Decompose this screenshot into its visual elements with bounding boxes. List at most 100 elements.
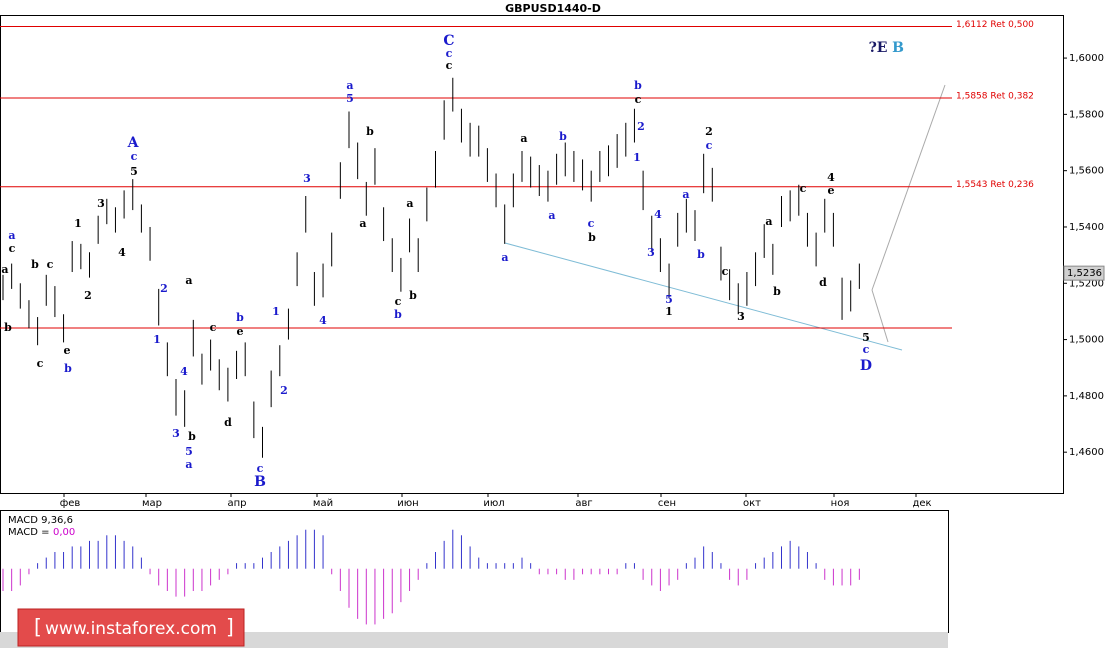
y-tick-label: 1,5400 <box>1069 222 1104 233</box>
wave-label: c <box>37 357 44 370</box>
wave-label: c <box>9 242 16 255</box>
channel-line <box>871 84 946 291</box>
wave-label: a <box>682 188 689 201</box>
wave-label: 2 <box>280 384 288 397</box>
retracement-label: 1,6112 Ret 0,500 <box>956 20 1034 30</box>
retracement-label: 1,5543 Ret 0,236 <box>956 180 1034 190</box>
wave-label: d <box>224 416 232 429</box>
wave-label: b <box>588 231 596 244</box>
wave-label: b <box>64 362 72 375</box>
wave-label: 1 <box>633 151 641 164</box>
wave-label: c <box>47 258 54 271</box>
wave-label: 4 <box>118 246 126 259</box>
x-tick-label: июл <box>483 498 504 509</box>
wave-label: 3 <box>172 427 180 440</box>
x-tick-label: сен <box>658 498 676 509</box>
wave-label: a <box>185 274 192 287</box>
wave-label: a <box>1 263 8 276</box>
wave-label: b <box>559 130 567 143</box>
wave-label: 2 <box>637 120 645 133</box>
wave-label: c <box>706 139 713 152</box>
wave-label: C <box>443 33 454 49</box>
wave-label: 1 <box>272 305 280 318</box>
watermark-text: www.instaforex.com <box>45 619 217 639</box>
wave-label: b <box>697 248 705 261</box>
wave-label: e <box>64 344 71 357</box>
trend-line <box>504 242 903 351</box>
watermark-box <box>17 608 245 647</box>
chart-title: GBPUSD1440-D <box>505 2 601 15</box>
y-tick-label: 1,5000 <box>1069 335 1104 346</box>
y-tick-label: 1,5600 <box>1069 166 1104 177</box>
wave-label: e <box>237 325 244 338</box>
wave-label: 1 <box>74 217 82 230</box>
x-tick-label: окт <box>743 498 761 509</box>
watermark: [ www.instaforex.com ] <box>17 608 245 647</box>
wave-label: a <box>765 215 772 228</box>
x-tick-label: ноя <box>831 498 850 509</box>
x-tick-label: авг <box>575 498 592 509</box>
wave-label: e <box>828 184 835 197</box>
wave-label: c <box>257 462 264 475</box>
y-tick-label: 1,4800 <box>1069 391 1104 402</box>
wave-label: b <box>188 430 196 443</box>
wave-label: 4 <box>319 314 327 327</box>
x-tick-label: май <box>313 498 333 509</box>
wave-label: b <box>236 311 244 324</box>
wave-label: B <box>892 40 904 56</box>
wave-label: d <box>819 276 827 289</box>
x-tick-label: апр <box>227 498 246 509</box>
wave-label: 4 <box>180 365 188 378</box>
wave-label: 5 <box>130 165 138 178</box>
wave-label: 2 <box>705 125 713 138</box>
wave-label: D <box>860 358 872 374</box>
wave-label: c <box>800 182 807 195</box>
watermark-bracket: [ <box>34 615 42 639</box>
wave-label: a <box>548 209 555 222</box>
wave-label: 5 <box>185 445 193 458</box>
channel-line <box>871 289 889 343</box>
wave-label: b <box>773 285 781 298</box>
wave-label: c <box>588 217 595 230</box>
wave-label: 4 <box>827 171 835 184</box>
price-frame <box>0 15 1064 494</box>
wave-label: a <box>185 458 192 471</box>
wave-label: 4 <box>654 208 662 221</box>
x-tick-label: дек <box>912 498 931 509</box>
wave-label: c <box>210 321 217 334</box>
wave-label: 3 <box>303 172 311 185</box>
wave-label: ?E <box>869 40 888 56</box>
wave-label: 5 <box>862 331 870 344</box>
wave-label: 1 <box>153 333 161 346</box>
y-tick-label: 1,6000 <box>1069 53 1104 64</box>
last-price-box <box>1063 265 1105 281</box>
wave-label: c <box>446 47 453 60</box>
wave-label: a <box>359 217 366 230</box>
wave-label: 1 <box>665 305 673 318</box>
wave-label: B <box>254 474 266 490</box>
wave-label: b <box>4 321 12 334</box>
wave-label: c <box>722 265 729 278</box>
x-tick-label: июн <box>397 498 418 509</box>
y-tick-label: 1,5200 <box>1069 278 1104 289</box>
wave-label: b <box>394 308 402 321</box>
x-tick-label: фев <box>60 498 81 509</box>
macd-label: MACD 9,36,6 <box>8 515 73 526</box>
macd-value-prefix: MACD = <box>8 527 50 538</box>
wave-label: a <box>520 132 527 145</box>
wave-label: c <box>446 59 453 72</box>
wave-label: 2 <box>84 289 92 302</box>
wave-label: 3 <box>737 310 745 323</box>
last-price-label: 1,5236 <box>1067 268 1102 279</box>
wave-label: 5 <box>346 92 354 105</box>
wave-label: c <box>395 295 402 308</box>
wave-label: a <box>346 79 353 92</box>
wave-label: a <box>501 251 508 264</box>
wave-label: a <box>406 197 413 210</box>
watermark-bracket: ] <box>226 615 234 639</box>
x-tick-label: мар <box>142 498 162 509</box>
wave-label: c <box>863 343 870 356</box>
wave-label: b <box>409 289 417 302</box>
